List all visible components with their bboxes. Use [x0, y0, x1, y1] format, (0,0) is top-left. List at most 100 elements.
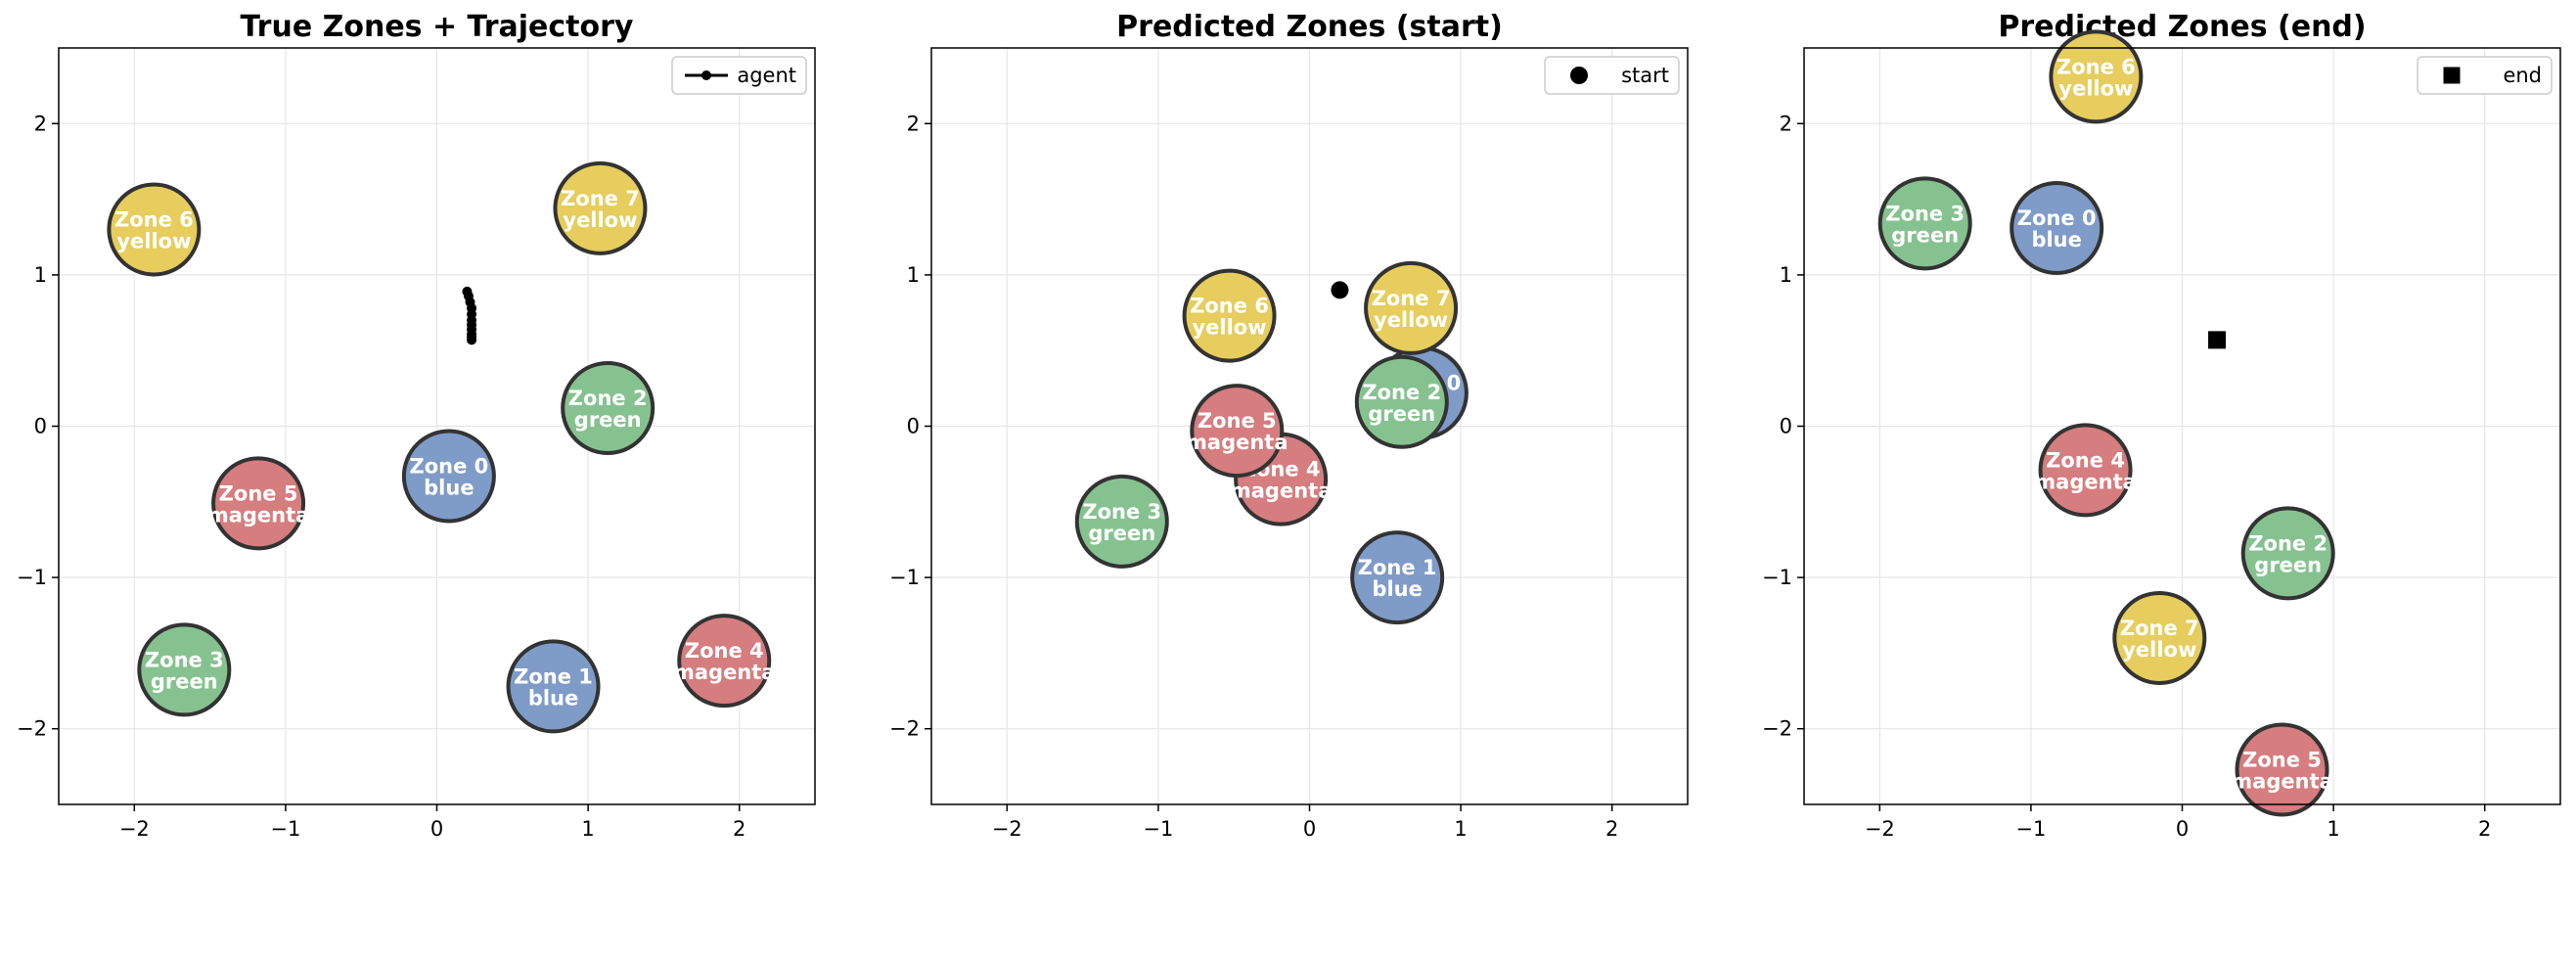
zone-circle	[506, 639, 601, 734]
zone-circle	[1074, 474, 1169, 569]
y-tick-label: 0	[34, 415, 47, 438]
zone-color-label: magenta	[2034, 470, 2137, 493]
agent-trajectory-point	[467, 335, 477, 345]
x-tick-label: 2	[2478, 817, 2491, 841]
zone-color-label: yellow	[2122, 638, 2196, 662]
zone-name-label: Zone 6	[114, 208, 194, 232]
zone-color-label: magenta	[2231, 769, 2333, 793]
zone-name-label: Zone 3	[145, 648, 224, 671]
zone-circle	[211, 456, 306, 551]
panel-title: True Zones + Trajectory	[241, 10, 634, 44]
zone-name-label: Zone 6	[2056, 55, 2136, 78]
zone-color-label: green	[2254, 553, 2322, 576]
zone-color-label: yellow	[563, 208, 637, 232]
zone-name-label: Zone 5	[1198, 409, 1277, 433]
zone-color-label: yellow	[116, 230, 191, 253]
x-tick-label: 1	[2327, 817, 2339, 841]
zone-circle	[107, 182, 202, 277]
x-tick-label: 0	[2176, 817, 2189, 841]
zone-circle	[2049, 29, 2144, 124]
zone-circle	[553, 160, 648, 255]
zone-name-label: Zone 1	[1358, 556, 1437, 579]
y-tick-label: −1	[1762, 566, 1792, 589]
zone-circle	[401, 429, 496, 524]
end-marker	[2208, 331, 2227, 349]
zone-name-label: Zone 5	[2242, 748, 2322, 771]
zone-circle	[1354, 354, 1449, 449]
zone-name-label: Zone 1	[514, 664, 593, 688]
zone-color-label: magenta	[207, 503, 310, 526]
y-tick-label: 2	[907, 112, 920, 135]
y-tick-label: −1	[17, 566, 47, 589]
zone-circle	[1350, 530, 1445, 625]
zone-name-label: Zone 7	[1372, 287, 1451, 310]
zone-color-label: magenta	[1186, 431, 1288, 454]
legend-label: end	[2503, 64, 2542, 87]
zone-circle	[1182, 268, 1277, 363]
y-tick-label: −2	[889, 717, 920, 741]
x-tick-label: 1	[581, 817, 594, 841]
y-tick-label: 1	[34, 263, 47, 287]
zone-circle	[561, 360, 655, 455]
y-tick-label: 1	[907, 263, 920, 287]
zone-name-label: Zone 0	[409, 455, 488, 479]
zone-name-label: Zone 2	[2248, 531, 2327, 555]
zone-name-label: Zone 5	[219, 481, 298, 505]
x-tick-label: 0	[1303, 817, 1316, 841]
zone-name-label: Zone 6	[1190, 295, 1269, 318]
y-tick-label: 2	[1780, 112, 1792, 135]
y-tick-label: 1	[1780, 263, 1792, 287]
zone-color-label: magenta	[673, 661, 776, 684]
legend-end: end	[2417, 56, 2553, 95]
y-tick-label: −2	[1762, 717, 1792, 741]
zone-color-label: green	[1088, 522, 1155, 545]
x-tick-label: −2	[1865, 817, 1895, 841]
x-tick-label: 2	[1605, 817, 1618, 841]
zone-circle	[2010, 180, 2104, 275]
x-tick-label: −1	[2015, 817, 2046, 841]
y-tick-label: 0	[1780, 415, 1792, 438]
zone-circle	[2240, 506, 2335, 601]
zone-name-label: Zone 4	[2046, 448, 2125, 472]
x-tick-label: −1	[1143, 817, 1173, 841]
y-tick-label: −1	[889, 566, 920, 589]
zone-color-label: yellow	[2058, 76, 2133, 100]
zone-circle	[677, 614, 772, 709]
zone-color-label: magenta	[1230, 480, 1333, 503]
y-tick-label: 2	[34, 112, 47, 135]
zone-circle	[2112, 590, 2207, 685]
zone-color-label: green	[151, 669, 218, 693]
legend-label: start	[1621, 64, 1669, 87]
x-tick-label: 1	[1454, 817, 1467, 841]
zone-color-label: green	[574, 408, 642, 432]
zone-color-label: blue	[528, 686, 578, 709]
x-tick-label: 0	[430, 817, 443, 841]
y-tick-label: 0	[907, 415, 920, 438]
zone-color-label: green	[1891, 223, 1959, 247]
zone-color-label: yellow	[1374, 308, 1448, 332]
zone-color-label: green	[1368, 402, 1435, 426]
zone-circle	[1190, 384, 1285, 479]
zone-name-label: Zone 4	[685, 639, 764, 663]
zone-name-label: Zone 7	[561, 187, 640, 210]
zone-circle	[137, 622, 232, 717]
x-tick-label: −2	[119, 817, 150, 841]
